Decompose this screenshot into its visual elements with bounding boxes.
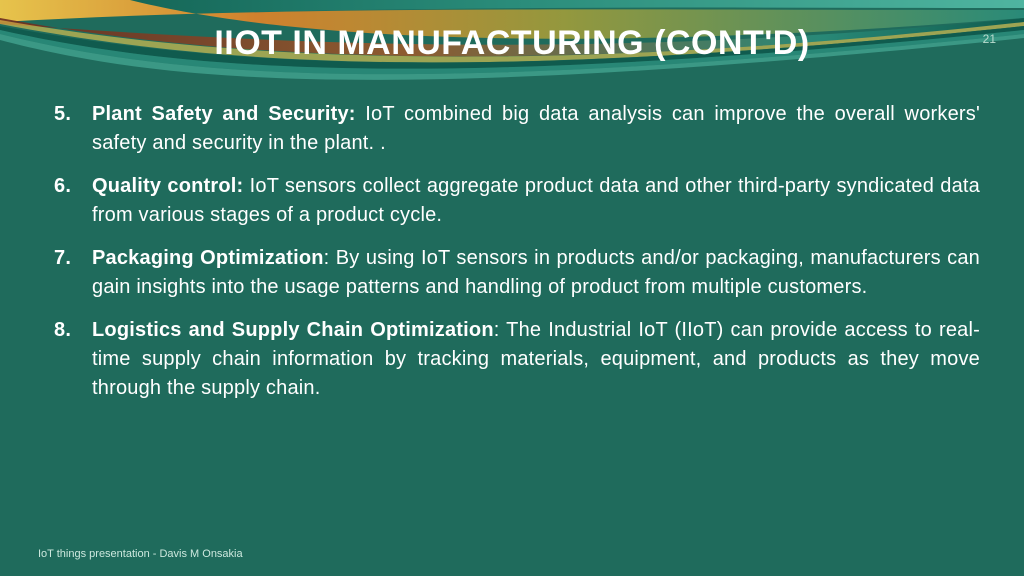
footer-text: IoT things presentation - Davis M Onsaki… — [38, 548, 243, 560]
item-heading: Logistics and Supply Chain Optimization — [92, 319, 494, 341]
list-item: Logistics and Supply Chain Optimization:… — [54, 316, 980, 403]
item-heading: Quality control: — [92, 175, 243, 197]
list-item: Quality control: IoT sensors collect agg… — [54, 172, 980, 230]
item-heading: Packaging Optimization — [92, 247, 324, 269]
slide-title: IIOT IN MANUFACTURING (CONT'D) — [0, 24, 1024, 63]
content-area: Plant Safety and Security: IoT combined … — [54, 100, 980, 417]
bullet-list: Plant Safety and Security: IoT combined … — [54, 100, 980, 403]
item-heading: Plant Safety and Security: — [92, 103, 356, 125]
list-item: Packaging Optimization: By using IoT sen… — [54, 244, 980, 302]
list-item: Plant Safety and Security: IoT combined … — [54, 100, 980, 158]
page-number: 21 — [983, 32, 996, 46]
